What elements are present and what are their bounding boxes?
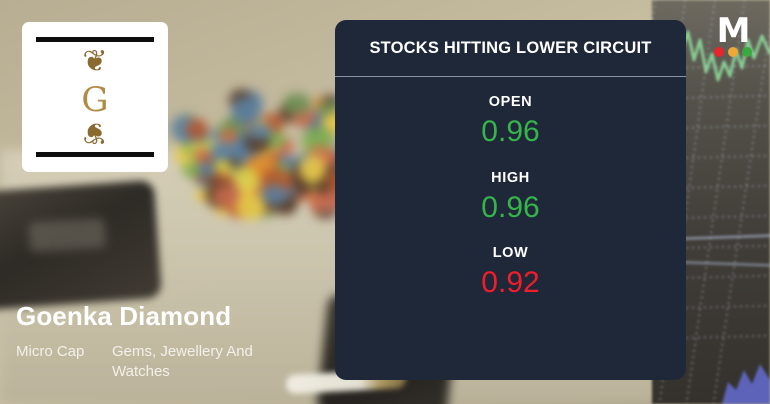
stat-block-high: HIGH 0.96 <box>335 170 686 224</box>
stats-card-title: STOCKS HITTING LOWER CIRCUIT <box>335 20 686 77</box>
stats-list: OPEN 0.96 HIGH 0.96 LOW 0.92 <box>335 77 686 299</box>
stat-value-high: 0.96 <box>481 190 540 224</box>
stat-label-low: LOW <box>492 245 529 261</box>
background-phone-left <box>0 179 162 311</box>
background-candy <box>217 141 241 160</box>
background-candy <box>197 162 215 178</box>
background-candy <box>185 119 209 141</box>
stat-value-open: 0.96 <box>481 115 540 148</box>
background-candy <box>283 93 311 115</box>
background-candy-bowl <box>158 22 394 232</box>
background-candy <box>218 128 239 144</box>
sector-label: Gems, Jewellery And Watches <box>112 343 253 381</box>
chart-line-blue-icon <box>722 364 770 404</box>
dot-green-icon <box>742 47 752 57</box>
background-candy <box>193 147 212 163</box>
stat-label-high: HIGH <box>491 169 530 186</box>
background-candy <box>233 167 257 186</box>
logo-ornament-bottom-icon: ❦ <box>82 115 108 150</box>
background-candy <box>234 193 265 221</box>
moneycontrol-m-letter: M <box>716 11 751 51</box>
moneycontrol-dots <box>710 47 756 57</box>
background-candy <box>298 155 327 183</box>
background-candy <box>261 184 288 206</box>
dot-orange-icon <box>728 47 738 57</box>
company-meta: Micro Cap Gems, Jewellery And Watches <box>16 342 316 382</box>
background-candy <box>318 101 338 116</box>
company-logo-artwork: ❦ G ❦ <box>34 33 156 161</box>
dot-red-icon <box>714 47 724 57</box>
logo-rule-top <box>36 37 154 42</box>
background-candy <box>249 123 272 141</box>
stat-block-low: LOW 0.92 <box>335 245 686 299</box>
company-info: Goenka Diamond Micro Cap Gems, Jewellery… <box>16 301 316 382</box>
background-candy <box>267 132 287 148</box>
market-cap-label: Micro Cap <box>16 343 85 361</box>
logo-rule-bottom <box>36 152 154 157</box>
background-candy <box>230 96 261 126</box>
stats-card: STOCKS HITTING LOWER CIRCUIT OPEN 0.96 HIG… <box>335 20 686 380</box>
logo-ornament-top-icon: ❦ <box>82 44 108 79</box>
logo-letter-g: G <box>81 80 109 120</box>
stat-value-low: 0.92 <box>481 266 540 299</box>
company-logo-card: ❦ G ❦ <box>22 22 168 172</box>
stat-label-open: OPEN <box>488 94 533 110</box>
stat-block-open: OPEN 0.96 <box>335 94 686 148</box>
moneycontrol-logo: M <box>710 11 756 60</box>
company-name: Goenka Diamond <box>16 301 232 332</box>
